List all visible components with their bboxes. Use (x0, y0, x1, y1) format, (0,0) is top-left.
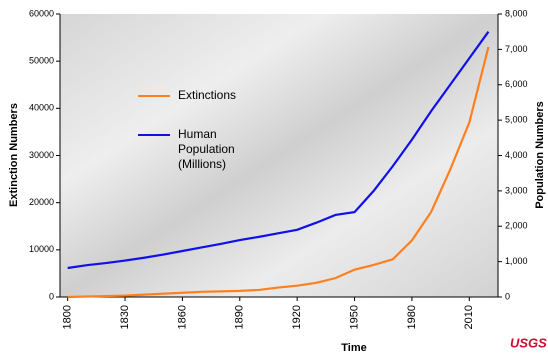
y2-tick-label: 0 (505, 291, 510, 301)
y2-axis-title: Population Numbers (534, 101, 546, 209)
y2-tick-label: 8,000 (505, 8, 528, 18)
legend-swatch (138, 95, 170, 97)
y2-tick-label: 5,000 (505, 115, 528, 125)
x-axis-title: Time (341, 342, 366, 354)
legend-swatch (138, 134, 170, 136)
legend-item: Extinctions (138, 88, 253, 103)
y-tick-label: 30000 (29, 150, 54, 160)
legend-item: Human Population (Millions) (138, 127, 253, 172)
x-tick-label: 1800 (62, 305, 74, 329)
y-tick-label: 50000 (29, 56, 54, 66)
x-tick-label: 1890 (234, 305, 246, 329)
y-tick-label: 10000 (29, 244, 54, 254)
legend: Extinctions Human Population (Millions) (138, 88, 253, 172)
plot-background (60, 14, 498, 297)
legend-label: Human Population (Millions) (178, 127, 235, 171)
y2-tick-label: 6,000 (505, 79, 528, 89)
y-tick-label: 60000 (29, 8, 54, 18)
y2-tick-label: 3,000 (505, 185, 528, 195)
x-tick-label: 1950 (348, 305, 360, 329)
page: Time Extinction Numbers Population Numbe… (0, 0, 548, 356)
y-tick-label: 0 (49, 291, 54, 301)
x-tick-label: 2010 (463, 305, 475, 329)
chart: Time Extinction Numbers Population Numbe… (0, 0, 548, 356)
legend-label: Extinctions (178, 88, 236, 102)
x-tick-label: 1920 (291, 305, 303, 329)
y-axis-title: Extinction Numbers (8, 103, 20, 207)
x-tick-label: 1980 (406, 305, 418, 329)
y-tick-label: 40000 (29, 103, 54, 113)
y-tick-label: 20000 (29, 197, 54, 207)
y2-tick-label: 4,000 (505, 150, 528, 160)
y2-tick-label: 2,000 (505, 221, 528, 231)
y2-tick-label: 7,000 (505, 44, 528, 54)
logo: USGS (510, 335, 547, 350)
x-tick-label: 1860 (176, 305, 188, 329)
x-tick-label: 1830 (119, 305, 131, 329)
y2-tick-label: 1,000 (505, 256, 528, 266)
